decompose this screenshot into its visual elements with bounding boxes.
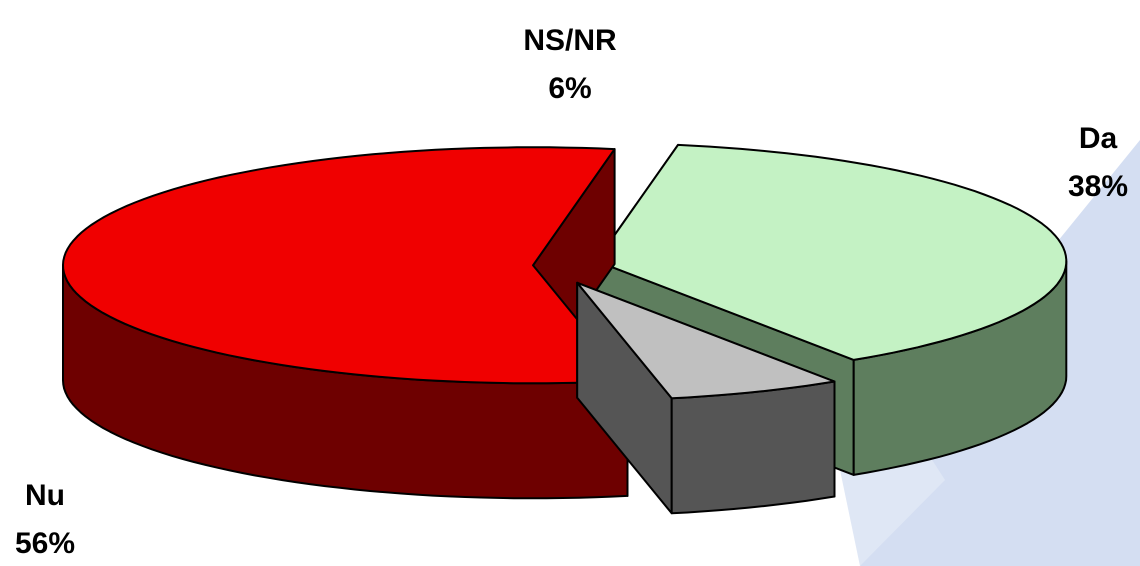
pie-slice (62, 146, 629, 500)
slice-label: Da (1079, 122, 1118, 155)
slice-top (576, 281, 836, 400)
slice-top (62, 146, 629, 385)
slice-top (595, 143, 1068, 361)
value-label: 38% (1068, 170, 1128, 203)
value-label: 56% (15, 527, 75, 560)
slice-label: NS/NR (523, 24, 617, 57)
value-label: 6% (548, 72, 591, 105)
slice-wall (670, 380, 836, 515)
pie-slice (576, 281, 836, 515)
slice-label: Nu (25, 479, 65, 512)
